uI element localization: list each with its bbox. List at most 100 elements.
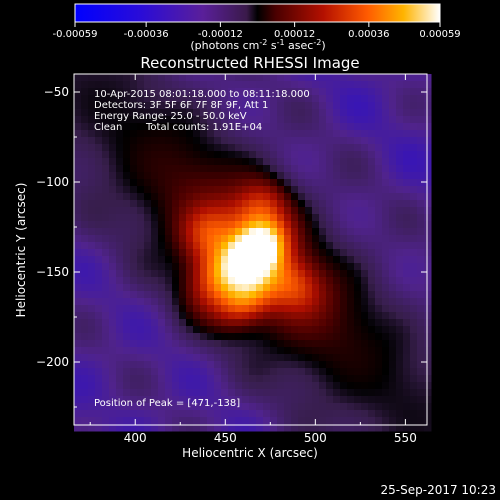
heatmap-cell bbox=[319, 340, 327, 348]
heatmap-cell bbox=[74, 207, 82, 215]
heatmap-cell bbox=[207, 326, 215, 334]
heatmap-cell bbox=[235, 326, 243, 334]
heatmap-cell bbox=[354, 200, 362, 208]
heatmap-cell bbox=[165, 410, 173, 418]
heatmap-cell bbox=[207, 333, 215, 341]
heatmap-cell bbox=[186, 361, 194, 369]
heatmap-cell bbox=[375, 242, 383, 250]
heatmap-cell bbox=[193, 158, 201, 166]
heatmap-cell bbox=[270, 396, 278, 404]
heatmap-cell bbox=[81, 256, 89, 264]
heatmap-cell bbox=[242, 291, 250, 299]
heatmap-cell bbox=[305, 158, 313, 166]
heatmap-cell bbox=[242, 263, 250, 271]
heatmap-cell bbox=[284, 263, 292, 271]
heatmap-cell bbox=[424, 340, 432, 348]
heatmap-cell bbox=[389, 256, 397, 264]
colorbar-tick-label: 0.00059 bbox=[419, 29, 460, 40]
heatmap-cell bbox=[389, 228, 397, 236]
heatmap-cell bbox=[249, 221, 257, 229]
heatmap-cell bbox=[144, 116, 152, 124]
heatmap-cell bbox=[375, 151, 383, 159]
heatmap-cell bbox=[221, 417, 229, 425]
heatmap-cell bbox=[88, 165, 96, 173]
heatmap-cell bbox=[347, 298, 355, 306]
heatmap-cell bbox=[403, 242, 411, 250]
heatmap-cell bbox=[186, 207, 194, 215]
heatmap-cell bbox=[214, 375, 222, 383]
heatmap-cell bbox=[410, 354, 418, 362]
heatmap-cell bbox=[200, 354, 208, 362]
heatmap-cell bbox=[144, 354, 152, 362]
heatmap-cell bbox=[207, 424, 215, 432]
heatmap-cell bbox=[403, 179, 411, 187]
heatmap-cell bbox=[228, 81, 236, 89]
heatmap-cell bbox=[186, 109, 194, 117]
heatmap-cell bbox=[333, 123, 341, 131]
heatmap-cell bbox=[263, 179, 271, 187]
heatmap-cell bbox=[109, 123, 117, 131]
heatmap-cell bbox=[172, 221, 180, 229]
heatmap-cell bbox=[326, 81, 334, 89]
heatmap-cell bbox=[242, 284, 250, 292]
heatmap-cell bbox=[319, 249, 327, 257]
heatmap-cell bbox=[333, 368, 341, 376]
heatmap-cell bbox=[340, 158, 348, 166]
heatmap-cell bbox=[312, 81, 320, 89]
heatmap-cell bbox=[102, 102, 110, 110]
heatmap-cell bbox=[298, 368, 306, 376]
heatmap-cell bbox=[284, 116, 292, 124]
heatmap-cell bbox=[81, 382, 89, 390]
heatmap-cell bbox=[81, 354, 89, 362]
heatmap-cell bbox=[361, 319, 369, 327]
heatmap-cell bbox=[291, 165, 299, 173]
heatmap-cell bbox=[151, 396, 159, 404]
heatmap-cell bbox=[130, 270, 138, 278]
heatmap-cell bbox=[88, 270, 96, 278]
heatmap-cell bbox=[277, 361, 285, 369]
heatmap-cell bbox=[242, 403, 250, 411]
heatmap-cell bbox=[256, 312, 264, 320]
heatmap-cell bbox=[284, 396, 292, 404]
heatmap-cell bbox=[389, 298, 397, 306]
heatmap-cell bbox=[361, 263, 369, 271]
heatmap-cell bbox=[347, 263, 355, 271]
heatmap-cell bbox=[116, 375, 124, 383]
heatmap-cell bbox=[424, 235, 432, 243]
heatmap-cell bbox=[263, 137, 271, 145]
heatmap-cell bbox=[235, 347, 243, 355]
heatmap-cell bbox=[263, 109, 271, 117]
heatmap-cell bbox=[277, 298, 285, 306]
heatmap-cell bbox=[277, 102, 285, 110]
heatmap-cell bbox=[277, 284, 285, 292]
heatmap-cell bbox=[235, 88, 243, 96]
heatmap-cell bbox=[144, 256, 152, 264]
heatmap-cell bbox=[165, 256, 173, 264]
heatmap-cell bbox=[410, 312, 418, 320]
heatmap-cell bbox=[179, 179, 187, 187]
heatmap-cell bbox=[256, 382, 264, 390]
heatmap-cell bbox=[298, 179, 306, 187]
heatmap-cell bbox=[207, 263, 215, 271]
heatmap-cell bbox=[291, 221, 299, 229]
heatmap-cell bbox=[270, 193, 278, 201]
heatmap-cell bbox=[291, 340, 299, 348]
heatmap-cell bbox=[109, 368, 117, 376]
heatmap-cell bbox=[368, 123, 376, 131]
heatmap-cell bbox=[95, 263, 103, 271]
heatmap-cell bbox=[172, 291, 180, 299]
heatmap-cell bbox=[284, 403, 292, 411]
heatmap-cell bbox=[403, 382, 411, 390]
heatmap-cell bbox=[263, 116, 271, 124]
heatmap-cell bbox=[340, 102, 348, 110]
heatmap-cell bbox=[382, 277, 390, 285]
heatmap-cell bbox=[186, 81, 194, 89]
heatmap-cell bbox=[228, 102, 236, 110]
heatmap-cell bbox=[193, 340, 201, 348]
heatmap-cell bbox=[256, 242, 264, 250]
heatmap-cell bbox=[249, 130, 257, 138]
heatmap-cell bbox=[354, 389, 362, 397]
heatmap-cell bbox=[242, 354, 250, 362]
heatmap-cell bbox=[165, 389, 173, 397]
heatmap-cell bbox=[214, 305, 222, 313]
